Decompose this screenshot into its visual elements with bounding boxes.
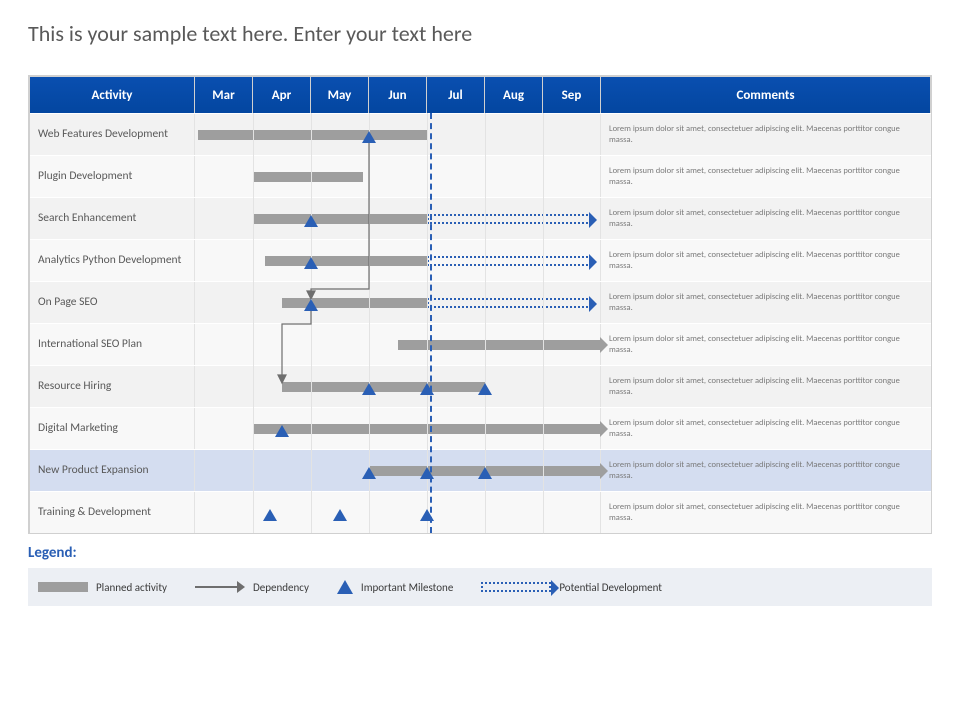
legend-box: Planned activity Dependency Important Mi… (28, 568, 932, 606)
activity-cell: Plugin Development (30, 156, 195, 197)
gantt-row: Resource Hiring Lorem ipsum dolor sit ame… (30, 365, 931, 407)
activity-cell: Resource Hiring (30, 366, 195, 407)
timeline-cell (195, 114, 601, 155)
milestone-icon (263, 509, 277, 521)
timeline-cell (195, 282, 601, 323)
comment-cell: Lorem ipsum dolor sit amet, consectetuer… (601, 366, 931, 407)
potential-bar (427, 256, 591, 266)
legend-milestone: Important Milestone (337, 580, 453, 594)
comment-cell: Lorem ipsum dolor sit amet, consectetuer… (601, 324, 931, 365)
comment-cell: Lorem ipsum dolor sit amet, consectetuer… (601, 282, 931, 323)
activity-cell: International SEO Plan (30, 324, 195, 365)
potential-bar (427, 214, 591, 224)
gantt-row: Analytics Python Development Lorem ipsum … (30, 239, 931, 281)
activity-cell: Training & Development (30, 492, 195, 533)
activity-cell: Web Features Development (30, 114, 195, 155)
legend: Legend: Planned activity Dependency Impo… (28, 544, 932, 606)
gantt-row: New Product Expansion Lorem ipsum dolor s… (30, 449, 931, 491)
timeline-cell (195, 156, 601, 197)
milestone-icon (304, 215, 318, 227)
header-month: Aug (485, 77, 543, 113)
header-comments: Comments (601, 77, 931, 113)
gantt-chart: Activity Mar Apr May Jun Jul Aug Sep Com… (28, 75, 932, 534)
gantt-row: Web Features Development Lorem ipsum dolo… (30, 113, 931, 155)
planned-bar (198, 130, 427, 140)
gantt-row: Digital Marketing Lorem ipsum dolor sit a… (30, 407, 931, 449)
comment-cell: Lorem ipsum dolor sit amet, consectetuer… (601, 492, 931, 533)
legend-dependency: Dependency (195, 581, 309, 594)
comment-cell: Lorem ipsum dolor sit amet, consectetuer… (601, 408, 931, 449)
legend-title: Legend: (28, 544, 932, 562)
header-month: Jul (427, 77, 485, 113)
timeline-cell (195, 366, 601, 407)
planned-bar (398, 340, 601, 350)
planned-bar (265, 256, 427, 266)
header-activity: Activity (30, 77, 195, 113)
activity-cell: On Page SEO (30, 282, 195, 323)
legend-planned: Planned activity (38, 581, 167, 594)
header-month: Sep (543, 77, 601, 113)
gantt-header: Activity Mar Apr May Jun Jul Aug Sep Com… (30, 77, 931, 113)
gantt-row: International SEO Plan Lorem ipsum dolor … (30, 323, 931, 365)
comment-cell: Lorem ipsum dolor sit amet, consectetuer… (601, 240, 931, 281)
planned-bar (282, 382, 485, 392)
milestone-icon (478, 467, 492, 479)
header-month: Jun (369, 77, 427, 113)
milestone-icon (362, 131, 376, 143)
milestone-icon (420, 467, 434, 479)
milestone-icon (275, 425, 289, 437)
gantt-row: Plugin Development Lorem ipsum dolor sit … (30, 155, 931, 197)
milestone-icon (362, 383, 376, 395)
comment-cell: Lorem ipsum dolor sit amet, consectetuer… (601, 156, 931, 197)
milestone-icon (420, 509, 434, 521)
header-month: May (311, 77, 369, 113)
potential-bar (427, 298, 591, 308)
gantt-row: On Page SEO Lorem ipsum dolor sit amet, c… (30, 281, 931, 323)
activity-cell: Digital Marketing (30, 408, 195, 449)
planned-bar (253, 424, 601, 434)
legend-potential: Potential Development (481, 581, 662, 594)
timeline-cell (195, 324, 601, 365)
milestone-icon (333, 509, 347, 521)
comment-cell: Lorem ipsum dolor sit amet, consectetuer… (601, 114, 931, 155)
timeline-cell (195, 450, 601, 491)
milestone-icon (304, 257, 318, 269)
header-month: Apr (253, 77, 311, 113)
timeline-cell (195, 408, 601, 449)
milestone-icon (304, 299, 318, 311)
gantt-row: Training & Development Lorem ipsum dolor … (30, 491, 931, 533)
planned-bar (253, 172, 363, 182)
timeline-cell (195, 492, 601, 533)
milestone-icon (420, 383, 434, 395)
header-month: Mar (195, 77, 253, 113)
planned-bar (253, 214, 427, 224)
gantt-row: Search Enhancement Lorem ipsum dolor sit … (30, 197, 931, 239)
timeline-cell (195, 198, 601, 239)
milestone-icon (478, 383, 492, 395)
activity-cell: New Product Expansion (30, 450, 195, 491)
comment-cell: Lorem ipsum dolor sit amet, consectetuer… (601, 198, 931, 239)
milestone-icon (362, 467, 376, 479)
page-title: This is your sample text here. Enter you… (28, 20, 932, 47)
comment-cell: Lorem ipsum dolor sit amet, consectetuer… (601, 450, 931, 491)
gantt-rows: Web Features Development Lorem ipsum dolo… (30, 113, 931, 533)
activity-cell: Search Enhancement (30, 198, 195, 239)
activity-cell: Analytics Python Development (30, 240, 195, 281)
timeline-cell (195, 240, 601, 281)
